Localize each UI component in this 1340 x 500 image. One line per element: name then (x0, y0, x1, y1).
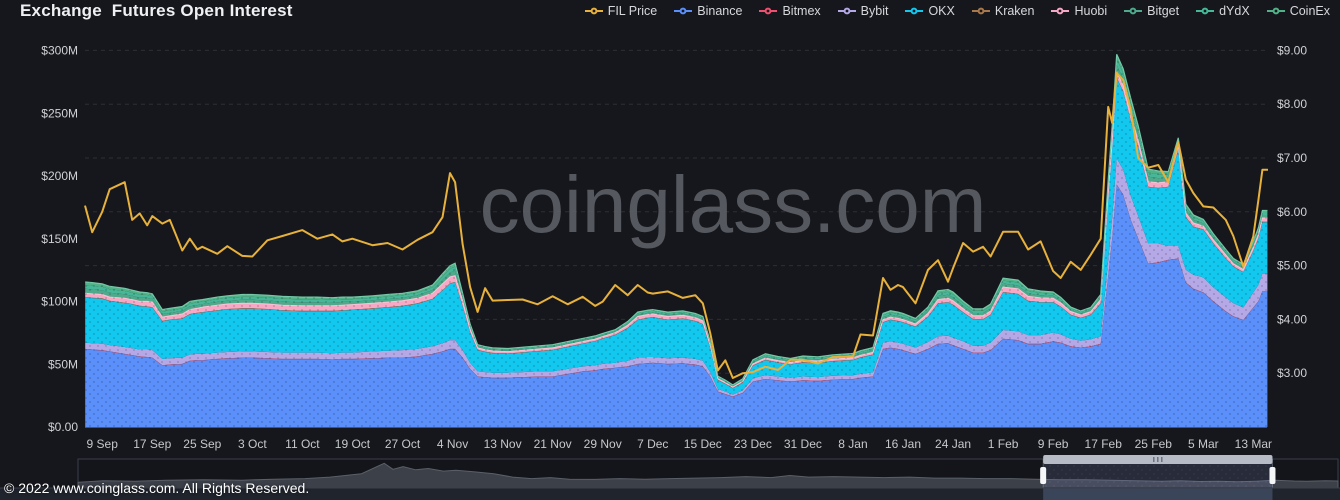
selection-grip-icon (1153, 457, 1155, 462)
legend-label: Bitmex (782, 4, 821, 18)
x-axis-tick: 25 Sep (183, 437, 221, 451)
left-axis-tick: $150M (41, 232, 78, 246)
x-axis-tick: 1 Feb (988, 437, 1019, 451)
right-axis-tick: $4.00 (1277, 312, 1307, 326)
right-axis-tick: $7.00 (1277, 151, 1307, 165)
x-axis-tick: 17 Feb (1085, 437, 1123, 451)
x-axis-tick: 9 Sep (87, 437, 119, 451)
selection-body-texture (1043, 460, 1273, 487)
x-axis-tick: 27 Oct (385, 437, 421, 451)
x-axis-tick: 5 Mar (1188, 437, 1219, 451)
legend-label: CoinEx (1289, 4, 1330, 18)
x-axis-tick: 13 Mar (1235, 437, 1272, 451)
legend-marker-icon (674, 7, 693, 15)
legend-marker-icon (905, 7, 924, 15)
x-axis-tick: 3 Oct (238, 437, 267, 451)
right-axis-tick: $3.00 (1277, 366, 1307, 380)
x-axis-tick: 17 Sep (133, 437, 171, 451)
right-axis-tick: $9.00 (1277, 43, 1307, 57)
watermark-text: coinglass.com (480, 160, 987, 249)
left-axis-tick: $250M (41, 106, 78, 120)
x-axis-tick: 23 Dec (734, 437, 772, 451)
left-axis-tick: $100M (41, 295, 78, 309)
chart-legend: FIL Price Binance Bitmex Bybit OKX Kraken Huob… (584, 4, 1330, 18)
stacked-area-series[interactable] (85, 54, 1268, 428)
x-axis-tick: 31 Dec (784, 437, 822, 451)
legend-item-coinex[interactable]: CoinEx (1266, 4, 1330, 18)
legend-label: Binance (697, 4, 743, 18)
legend-label: dYdX (1219, 4, 1250, 18)
legend-label: OKX (928, 4, 955, 18)
right-axis-tick: $8.00 (1277, 97, 1307, 111)
x-axis-labels: 9 Sep 17 Sep 25 Sep 3 Oct 11 Oct 19 Oct 27 Oct… (87, 437, 1273, 451)
x-axis-tick: 9 Feb (1038, 437, 1069, 451)
x-axis-tick: 8 Jan (838, 437, 867, 451)
legend-item-okx[interactable]: OKX (905, 4, 955, 18)
x-axis-tick: 4 Nov (437, 437, 468, 451)
area-decal-texture (85, 54, 1268, 428)
legend-item-fil-price[interactable]: FIL Price (584, 4, 658, 18)
left-axis-tick: $0.00 (48, 420, 78, 434)
x-axis-tick: 16 Jan (885, 437, 921, 451)
legend-item-bitmex[interactable]: Bitmex (759, 4, 821, 18)
legend-marker-icon (1196, 7, 1215, 15)
legend-label: Bybit (860, 4, 889, 18)
legend-marker-icon (837, 7, 856, 15)
legend-label: FIL Price (607, 4, 658, 18)
legend-marker-icon (584, 7, 603, 15)
navigator-handle-right[interactable] (1269, 467, 1276, 484)
x-axis-tick: 29 Nov (584, 437, 622, 451)
legend-label: Kraken (994, 4, 1035, 18)
left-axis-labels: $300M $250M $200M $150M $100M $50M $0.00 (41, 44, 78, 434)
selection-grip-icon (1161, 457, 1163, 462)
page-title: Exchange Futures Open Interest (20, 1, 293, 20)
legend-marker-icon (759, 7, 778, 15)
x-axis-tick: 19 Oct (335, 437, 371, 451)
left-axis-tick: $300M (41, 44, 78, 58)
scrollbar-thumb[interactable] (1043, 488, 1273, 500)
legend-marker-icon (1124, 7, 1143, 15)
right-axis-labels: $9.00 $8.00 $7.00 $6.00 $5.00 $4.00 $3.00 (1277, 43, 1307, 380)
legend-marker-icon (1051, 7, 1070, 15)
legend-item-bybit[interactable]: Bybit (837, 4, 889, 18)
legend-marker-icon (1266, 7, 1285, 15)
legend-item-dydx[interactable]: dYdX (1196, 4, 1250, 18)
selection-grip-icon (1157, 457, 1159, 462)
legend-marker-icon (971, 7, 990, 15)
legend-item-binance[interactable]: Binance (674, 4, 742, 18)
navigator-handle-left[interactable] (1040, 467, 1047, 484)
x-axis-tick: 15 Dec (684, 437, 722, 451)
x-axis-tick: 24 Jan (935, 437, 971, 451)
x-axis-tick: 25 Feb (1135, 437, 1173, 451)
left-axis-tick: $200M (41, 169, 78, 183)
x-axis-tick: 21 Nov (534, 437, 572, 451)
scrollbar-track[interactable] (0, 488, 1340, 500)
legend-item-huobi[interactable]: Huobi (1051, 4, 1107, 18)
horizontal-scrollbar[interactable] (0, 487, 1340, 500)
x-axis-tick: 13 Nov (484, 437, 522, 451)
x-axis-tick: 11 Oct (285, 437, 320, 451)
x-axis-tick: 7 Dec (637, 437, 668, 451)
legend-label: Bitget (1147, 4, 1180, 18)
fil-price-line (84, 72, 1268, 379)
right-axis-tick: $6.00 (1277, 205, 1307, 219)
navigator-selection[interactable] (1040, 455, 1276, 500)
legend-item-kraken[interactable]: Kraken (971, 4, 1035, 18)
copyright-text: © 2022 www.coinglass.com. All Rights Res… (4, 480, 310, 496)
legend-label: Huobi (1074, 4, 1108, 18)
right-axis-tick: $5.00 (1277, 259, 1307, 273)
left-axis-tick: $50M (48, 357, 78, 371)
legend-item-bitget[interactable]: Bitget (1124, 4, 1179, 18)
